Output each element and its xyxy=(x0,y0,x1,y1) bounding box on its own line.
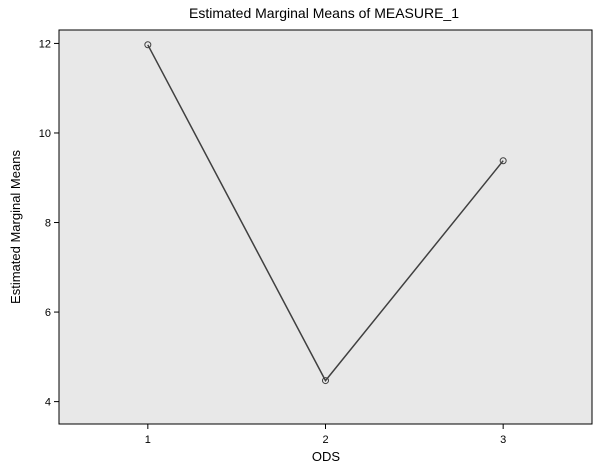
y-tick-label: 6 xyxy=(45,307,51,319)
data-point xyxy=(499,157,507,165)
data-point xyxy=(322,377,329,385)
y-tick-label: 4 xyxy=(45,397,51,409)
y-tick-label: 12 xyxy=(39,38,51,50)
x-axis: 1 2 3 xyxy=(145,424,506,446)
plot-area xyxy=(58,29,593,425)
data-point xyxy=(144,41,152,49)
x-tick-label: 2 xyxy=(322,434,328,446)
y-axis-label: Estimated Marginal Means xyxy=(8,150,23,304)
y-tick-label: 10 xyxy=(39,128,51,140)
x-axis-label: ODS xyxy=(312,449,341,464)
series xyxy=(144,41,507,385)
x-tick-label: 1 xyxy=(145,434,151,446)
x-tick-label: 3 xyxy=(500,434,506,446)
chart-title: Estimated Marginal Means of MEASURE_1 xyxy=(189,5,459,21)
y-tick-label: 8 xyxy=(45,218,51,230)
series-line xyxy=(147,44,504,382)
y-axis: 4 6 8 10 12 xyxy=(39,38,59,409)
